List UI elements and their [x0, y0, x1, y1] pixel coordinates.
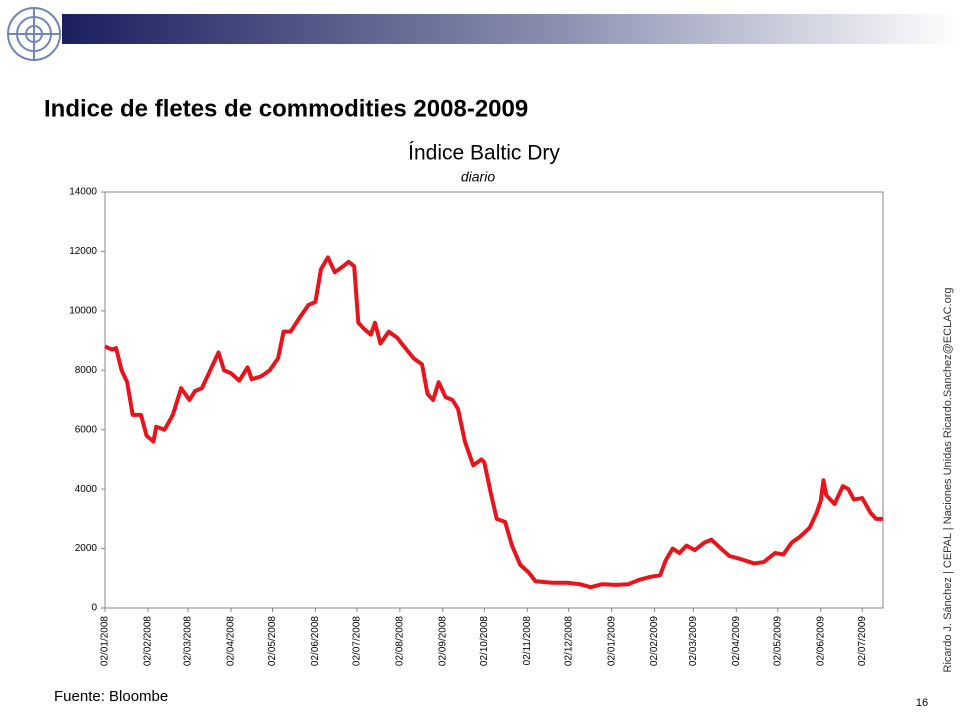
y-tick-label: 2000 — [75, 543, 98, 554]
y-tick-label: 12000 — [69, 246, 97, 257]
page-number: 16 — [916, 697, 928, 709]
x-tick-label: 02/07/2009 — [857, 616, 868, 666]
x-tick-label: 02/06/2008 — [310, 616, 321, 666]
y-tick-label: 6000 — [75, 424, 98, 435]
x-tick-label: 02/08/2008 — [395, 616, 406, 666]
un-logo — [7, 7, 61, 61]
x-tick-label: 02/04/2008 — [226, 616, 237, 666]
chart-title: Índice Baltic Dry — [408, 142, 560, 165]
header-bar — [62, 14, 960, 44]
x-tick-label: 02/01/2008 — [100, 616, 111, 666]
x-tick-label: 02/12/2008 — [563, 616, 574, 666]
credit: Ricardo J. Sánchez | CEPAL | Naciones Un… — [942, 288, 954, 673]
x-tick-label: 02/07/2008 — [352, 616, 363, 666]
x-tick-label: 02/04/2009 — [731, 616, 742, 666]
data-line — [104, 255, 883, 590]
x-tick-label: 02/05/2009 — [772, 616, 783, 666]
x-tick-label: 02/09/2008 — [437, 616, 448, 666]
x-tick-label: 02/05/2008 — [267, 616, 278, 666]
y-tick-label: 14000 — [69, 187, 97, 198]
x-tick-label: 02/03/2009 — [688, 616, 699, 666]
x-tick-label: 02/11/2008 — [522, 616, 533, 666]
x-tick-label: 02/02/2009 — [649, 616, 660, 666]
x-tick-label: 02/03/2008 — [183, 616, 194, 666]
x-tick-label: 02/06/2009 — [815, 616, 826, 666]
x-tick-label: 02/01/2009 — [606, 616, 617, 666]
y-tick-label: 10000 — [69, 305, 97, 316]
x-tick-label: 02/10/2008 — [479, 616, 490, 666]
chart-subtitle: diario — [461, 169, 495, 185]
source: Fuente: Bloombe — [54, 688, 168, 705]
x-tick-label: 02/02/2008 — [143, 616, 154, 666]
y-tick-label: 4000 — [75, 484, 98, 495]
plot-area — [104, 191, 884, 609]
slide-title: Indice de fletes de commodities 2008-200… — [44, 95, 528, 122]
y-tick-label: 8000 — [75, 365, 98, 376]
y-tick-label: 0 — [91, 603, 97, 614]
